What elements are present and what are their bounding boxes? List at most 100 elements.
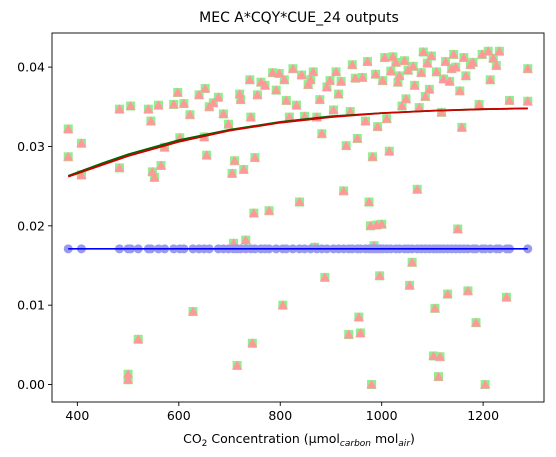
x-label-sub-carbon: carbon	[340, 439, 371, 449]
data-point-triangle	[227, 168, 238, 178]
data-point-triangle	[394, 70, 405, 80]
data-point-triangle	[274, 68, 285, 78]
data-point-triangle	[248, 208, 259, 218]
data-point-triangle	[370, 69, 381, 79]
x-label-base: CO	[183, 431, 202, 446]
data-point-triangle	[277, 300, 288, 310]
data-point-triangle	[364, 197, 375, 207]
data-point-triangle	[480, 379, 491, 389]
data-point-triangle	[123, 374, 134, 384]
data-point-triangle	[125, 101, 136, 111]
data-point-triangle	[63, 124, 74, 134]
data-point-triangle	[184, 109, 195, 119]
data-point-triangle	[208, 97, 219, 107]
data-point-triangle	[362, 56, 373, 66]
data-point-triangle	[454, 85, 465, 95]
data-point-triangle	[149, 172, 160, 182]
data-point-triangle	[456, 122, 467, 132]
data-point-triangle	[338, 185, 349, 195]
data-point-triangle	[153, 100, 164, 110]
data-point-triangle	[385, 66, 396, 76]
data-point-triangle	[321, 81, 332, 91]
data-point-triangle	[408, 61, 419, 71]
chart-title: MEC A*CQY*CUE_24 outputs	[199, 10, 399, 26]
data-point-triangle	[347, 59, 358, 69]
data-point-triangle	[324, 75, 335, 85]
data-point-triangle	[452, 224, 463, 234]
y-tick-label: 0.03	[17, 139, 45, 154]
data-point-triangle	[467, 57, 478, 67]
x-label-sub-air: air	[398, 439, 411, 449]
data-point-triangle	[249, 152, 260, 162]
data-point-triangle	[428, 350, 439, 360]
data-point-triangle	[501, 292, 512, 302]
data-point-triangle	[328, 104, 339, 114]
data-point-triangle	[308, 66, 319, 76]
data-point-triangle	[390, 57, 401, 67]
data-point-triangle	[376, 219, 387, 229]
data-point-triangle	[401, 93, 412, 103]
data-point-triangle	[284, 112, 295, 122]
x-axis-label: CO2 Concentration (µmolcarbon molair)	[183, 431, 415, 449]
axes-frame	[51, 32, 545, 403]
data-point-triangle	[422, 58, 433, 68]
data-point-triangle	[229, 155, 240, 165]
data-point-triangle	[450, 62, 461, 72]
data-point-triangle	[381, 113, 392, 123]
data-point-triangle	[404, 280, 415, 290]
data-point-triangle	[438, 74, 449, 84]
data-point-triangle	[522, 63, 533, 73]
data-point-triangle	[416, 67, 427, 77]
data-point-triangle	[442, 289, 453, 299]
data-point-triangle	[172, 87, 183, 97]
data-point-triangle	[436, 107, 447, 117]
data-point-triangle	[424, 84, 435, 94]
data-point-triangle	[252, 89, 263, 99]
data-point-triangle	[244, 74, 255, 84]
data-point-triangle	[392, 77, 403, 87]
data-point-triangle	[281, 95, 292, 105]
data-point-triangle	[316, 128, 327, 138]
data-point-triangle	[260, 80, 271, 90]
data-point-triangle	[448, 49, 459, 59]
x-label-mid: Concentration (µmol	[207, 431, 340, 446]
data-point-triangle	[343, 329, 354, 339]
x-tick-label: 800	[268, 408, 292, 423]
data-point-triangle	[188, 306, 199, 316]
data-point-triangle	[471, 317, 482, 327]
data-point-triangle	[303, 79, 314, 89]
data-point-triangle	[360, 116, 371, 126]
data-point-triangle	[477, 49, 488, 59]
data-point-triangle	[367, 151, 378, 161]
data-point-triangle	[483, 46, 494, 56]
data-point-triangle	[418, 47, 429, 57]
data-point-triangle	[357, 72, 368, 82]
data-point-triangle	[235, 94, 246, 104]
data-point-triangle	[462, 285, 473, 295]
data-point-triangle	[399, 55, 410, 65]
data-point-triangle	[352, 133, 363, 143]
x-label-sub2: 2	[202, 439, 208, 449]
data-point-triangle	[123, 369, 134, 379]
data-point-triangle	[267, 67, 278, 77]
data-point-triangle	[336, 76, 347, 86]
data-point-triangle	[114, 104, 125, 114]
data-point-triangle	[414, 102, 425, 112]
data-point-triangle	[458, 52, 469, 62]
data-point-triangle	[114, 162, 125, 172]
data-point-triangle	[379, 52, 390, 62]
data-point-triangle	[372, 121, 383, 131]
data-point-triangle	[213, 92, 224, 102]
data-point-triangle	[232, 360, 243, 370]
data-point-triangle	[474, 99, 485, 109]
y-tick-label: 0.04	[17, 60, 45, 75]
data-point-triangle	[420, 91, 431, 101]
data-point-triangle	[353, 312, 364, 322]
series-line-curve	[67, 107, 528, 178]
data-point-triangle	[435, 351, 446, 361]
data-point-triangle	[431, 66, 442, 76]
plot-area	[63, 46, 533, 390]
data-point-triangle	[159, 142, 170, 152]
data-point-triangle	[234, 89, 245, 99]
data-point-triangle	[305, 74, 316, 84]
